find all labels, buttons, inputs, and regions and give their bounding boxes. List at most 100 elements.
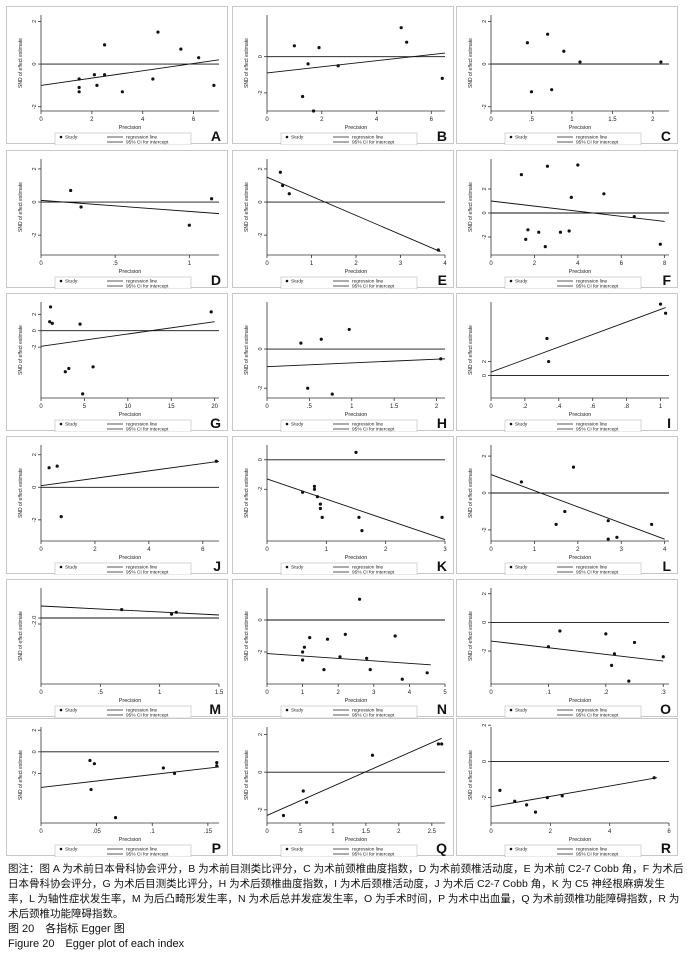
study-point (436, 742, 441, 746)
legend-box (54, 562, 192, 575)
study-point (301, 789, 305, 793)
study-point (440, 515, 444, 519)
caption-note: 图注：图 A 为术前日本骨科协会评分，B 为术前目测类比评分，C 为术前颈椎曲度… (8, 863, 684, 920)
y-tick-label: 0 (482, 374, 488, 377)
study-point (571, 465, 576, 469)
x-axis-label: Precision (569, 125, 592, 131)
legend-box (54, 844, 192, 857)
study-point (301, 658, 305, 662)
study-point (537, 230, 541, 234)
legend-study-marker (509, 708, 513, 712)
study-point (519, 173, 523, 177)
study-point (179, 47, 183, 51)
x-axis-label: Precision (345, 698, 368, 704)
study-point (301, 94, 305, 99)
study-point (318, 506, 322, 511)
study-point (317, 46, 321, 50)
x-tick-label: 6 (430, 117, 434, 123)
study-point (658, 242, 662, 246)
study-point (320, 515, 324, 519)
egger-plot-svg: 0 2 4 6 -2 0 2 Precision SND of effect estimate S… (18, 445, 221, 575)
study-point (563, 509, 567, 514)
x-tick-label: 1 (533, 547, 537, 553)
study-point (215, 760, 219, 765)
legend-study-label: Study (291, 422, 304, 428)
study-point (440, 742, 444, 746)
study-point (558, 230, 563, 234)
legend-box (280, 705, 418, 718)
legend-study-marker (285, 422, 289, 426)
study-point (212, 83, 216, 87)
y-tick-label: 2 (482, 724, 488, 727)
study-point (357, 597, 362, 601)
legend-box (504, 844, 642, 857)
y-tick-label: -2 (258, 807, 264, 812)
x-tick-label: 5 (83, 404, 87, 410)
legend-box (504, 276, 642, 289)
x-tick-label: 0 (39, 829, 43, 835)
study-point (347, 327, 351, 332)
y-tick-label: -2 (258, 233, 264, 238)
study-point (400, 677, 404, 681)
legend-study-marker (509, 279, 513, 283)
x-tick-label: 20 (211, 404, 218, 410)
panel-letter: O (660, 701, 671, 717)
legend-regression-label: regression line (576, 708, 608, 714)
y-tick-label: -2 (482, 235, 488, 240)
regression-line (490, 474, 665, 540)
legend-ci-label: 95% CI for intercept (126, 852, 169, 857)
y-axis-label: SND of effect estimate (244, 611, 250, 661)
study-point (658, 302, 663, 306)
x-tick-label: 2 (533, 261, 537, 267)
y-axis-label: SND of effect estimate (468, 611, 474, 661)
egger-plot-svg: 0 .5 1 1.5 2 -2 0 2 Precision SND of effect estim… (468, 15, 671, 145)
y-tick-label: 2 (32, 313, 38, 316)
legend-regression-label: regression line (576, 565, 608, 571)
study-point (312, 487, 317, 491)
study-point (547, 359, 551, 364)
study-point (543, 245, 547, 249)
x-tick-label: 6 (201, 547, 205, 553)
study-point (330, 392, 334, 396)
y-tick-label: 2 (482, 187, 488, 190)
x-tick-label: 0 (39, 547, 43, 553)
egger-plot-svg: 0 1 2 3 4 -2 0 2 Precision SND of effect estimate… (244, 159, 447, 289)
legend-ci-label: 95% CI for intercept (352, 713, 395, 718)
study-point (215, 764, 219, 768)
y-tick-label: -2 (32, 345, 38, 350)
panel-letter: H (437, 415, 447, 431)
legend-study-label: Study (65, 708, 78, 714)
x-tick-label: .15 (204, 829, 213, 835)
regression-line (40, 199, 220, 215)
study-point (606, 537, 610, 541)
x-tick-label: 3 (443, 547, 447, 553)
egger-plot-svg: 0 .2 .4 .6 .8 1 0 2 Precision SND of effect estim… (468, 302, 671, 432)
legend-ci-label: 95% CI for intercept (352, 427, 395, 432)
egger-panel-p: 0 .05 .1 .15 -2 0 2 Precision SND of effect esti… (6, 718, 228, 857)
y-tick-label: 0 (32, 63, 38, 66)
y-tick-label: 2 (482, 592, 488, 595)
y-tick-label: -2 (482, 649, 488, 654)
study-point (102, 73, 107, 77)
legend-ci-label: 95% CI for intercept (126, 713, 169, 718)
study-point (92, 73, 96, 77)
x-tick-label: 2 (384, 547, 388, 553)
egger-panel-i: 0 .2 .4 .6 .8 1 0 2 Precision SND of effect estim… (456, 293, 678, 432)
legend-ci-label: 95% CI for intercept (576, 284, 619, 289)
legend-study-label: Study (65, 565, 78, 571)
study-point (48, 305, 53, 309)
x-tick-label: 1.5 (215, 690, 224, 696)
x-axis-label: Precision (119, 837, 142, 843)
study-point (513, 799, 517, 803)
egger-plot-svg: 0 2 4 6 8 -2 0 2 Precision SND of effect estimate… (468, 159, 671, 289)
study-point (315, 495, 320, 499)
x-tick-label: 0 (489, 547, 493, 553)
y-tick-label: 0 (482, 760, 488, 763)
legend-study-marker (59, 565, 63, 569)
study-point (338, 655, 342, 659)
x-axis-label: Precision (345, 125, 368, 131)
egger-panel-e: 0 1 2 3 4 -2 0 2 Precision SND of effect estimate… (232, 150, 454, 289)
study-point (360, 529, 364, 533)
x-tick-label: 1 (188, 261, 192, 267)
egger-panel-g: 0 5 10 15 20 -2 0 2 Precision SND of effect estim… (6, 293, 228, 432)
